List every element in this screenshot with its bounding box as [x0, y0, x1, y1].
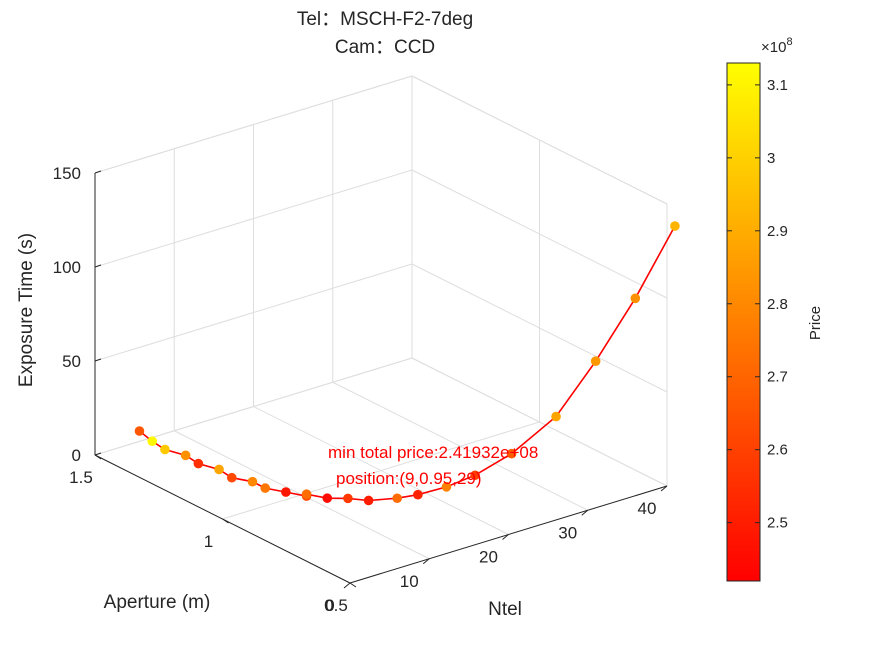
data-point [630, 293, 641, 304]
data-point [392, 493, 403, 504]
data-points [134, 221, 680, 506]
annotation-line-2: position:(9,0.95,29) [336, 469, 482, 488]
colorbar-ticks: 2.5 2.6 2.7 2.8 2.9 3 3.1 [727, 77, 788, 532]
data-point [590, 356, 601, 366]
data-point [260, 483, 271, 493]
y-tick-label: 1.5 [69, 468, 93, 487]
side-grid-z [411, 357, 668, 487]
tick-labels: 0 10 20 30 40 0.5 1 1.5 0 50 100 150 [53, 164, 657, 615]
colorbar-gradient [726, 62, 761, 582]
x-tick-label: 20 [479, 548, 498, 567]
z-tick-label: 100 [53, 258, 81, 277]
x-axis-label: Ntel [488, 599, 522, 620]
y-axis-label: Aperture (m) [104, 592, 211, 613]
side-grid-z [411, 263, 668, 393]
z-tick-mark [94, 358, 102, 362]
data-point [322, 493, 333, 503]
side-grid-z [411, 169, 668, 299]
box-edge [411, 75, 668, 205]
colorbar-tick-label: 3 [767, 150, 775, 167]
colorbar-tick-label: 2.5 [767, 515, 788, 532]
data-point [506, 448, 517, 459]
colorbar-tick-label: 2.6 [767, 442, 788, 459]
x-tick-mark [502, 534, 509, 540]
x-tick-label: 40 [638, 499, 657, 518]
chart-title-line-2: Cam：CCD [335, 37, 435, 58]
colorbar-label: Price [807, 306, 824, 340]
x-tick-mark [660, 485, 668, 492]
data-point [193, 458, 204, 469]
box-edge [94, 75, 413, 174]
y-tick-mark [222, 518, 229, 524]
y-tick-mark [94, 454, 102, 460]
data-point [441, 482, 452, 492]
z-tick-mark [94, 170, 102, 174]
colorbar-tick-label: 2.8 [767, 296, 788, 313]
data-point [301, 489, 312, 499]
x-tick-mark [581, 509, 589, 516]
x-tick-mark [343, 582, 351, 589]
chart-title-line-1: Tel：MSCH-F2-7deg [297, 9, 473, 30]
z-tick-mark [94, 452, 102, 456]
x-tick-label: 30 [558, 523, 577, 542]
annotation-line-1: min total price:2.41932e+08 [328, 443, 538, 462]
y-tick-label: 0.5 [324, 596, 348, 615]
x-tick-label: 10 [400, 572, 419, 591]
data-point [227, 472, 237, 483]
data-point [470, 470, 480, 481]
wall-grid-z [94, 357, 413, 456]
x-tick-label: 0 [325, 596, 334, 615]
colorbar-exponent-base: ×10 [761, 39, 786, 56]
colorbar-exponent-power: 8 [786, 36, 792, 48]
z-tick-label: 150 [53, 164, 81, 183]
z-tick-mark [94, 264, 102, 268]
y-tick-label: 1 [204, 532, 213, 551]
data-point [281, 487, 291, 497]
data-point [413, 489, 423, 500]
data-point [214, 464, 224, 475]
colorbar: 2.5 2.6 2.7 2.8 2.9 3 3.1 ×108 Price [726, 36, 824, 582]
z-axis-label: Exposure Time (s) [16, 233, 37, 387]
z-tick-label: 50 [62, 352, 81, 371]
data-point [551, 411, 561, 422]
data-point [180, 450, 191, 461]
wall-grid-z [94, 263, 413, 362]
x-tick-mark [422, 558, 430, 565]
floor-grid-y [222, 421, 540, 520]
colorbar-tick-label: 2.9 [767, 223, 788, 240]
data-point [247, 476, 258, 487]
z-tick-label: 0 [72, 446, 81, 465]
data-point [147, 436, 157, 446]
colorbar-exponent: ×108 [761, 36, 793, 56]
data-point [134, 426, 145, 436]
data-point [363, 495, 374, 506]
data-point [160, 444, 170, 455]
colorbar-tick-label: 2.7 [767, 369, 788, 386]
data-point [343, 493, 353, 504]
grid-lines [94, 75, 668, 584]
colorbar-tick-label: 3.1 [767, 77, 788, 94]
axes [94, 170, 668, 589]
data-point [670, 221, 680, 231]
y-tick-mark [349, 582, 357, 588]
wall-grid-z [94, 169, 413, 268]
